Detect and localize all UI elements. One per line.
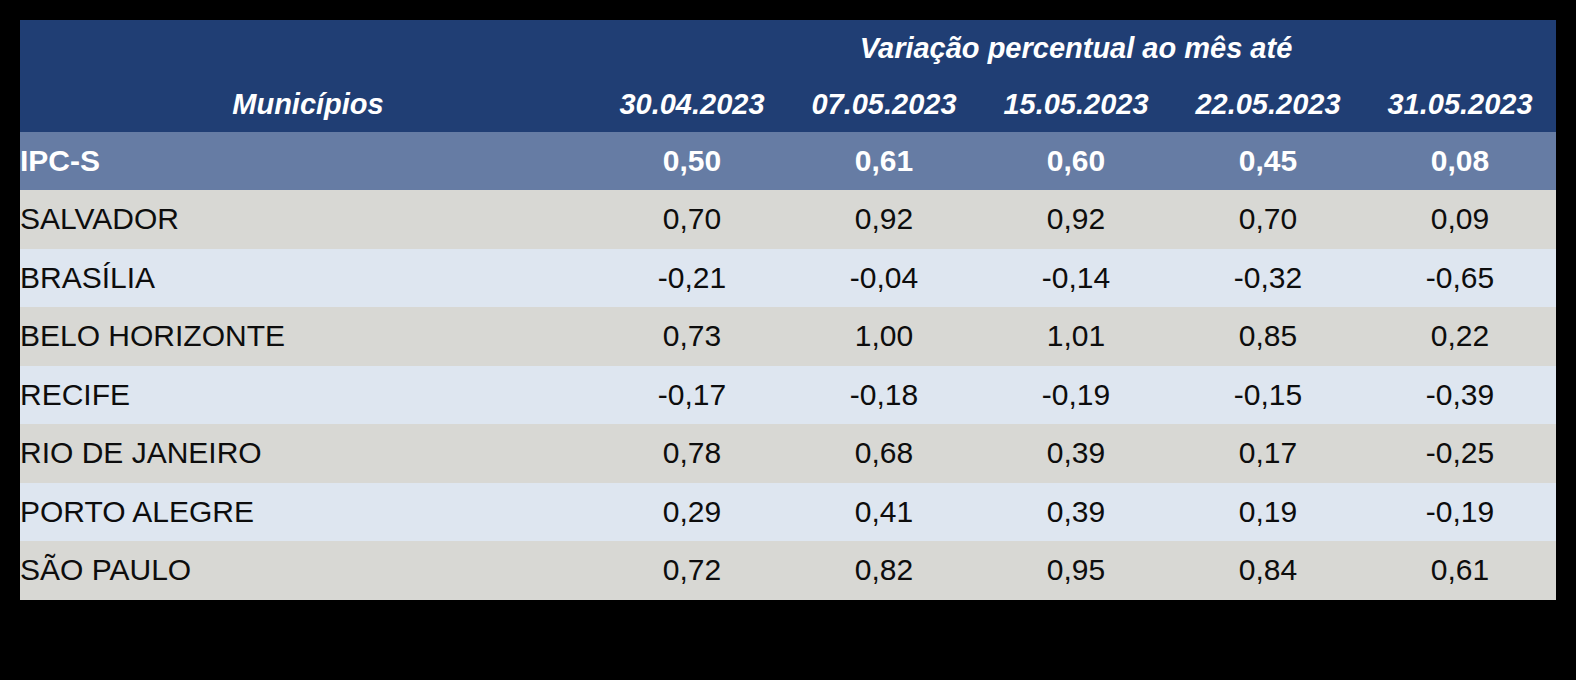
column-header-date-1: 30.04.2023	[596, 76, 788, 132]
cell-value: 0,17	[1172, 424, 1364, 483]
header-spacer-cell	[20, 20, 596, 76]
table-row-porto-alegre: PORTO ALEGRE 0,29 0,41 0,39 0,19 -0,19	[20, 483, 1556, 542]
cell-value: 0,78	[596, 424, 788, 483]
cell-value: -0,19	[1364, 483, 1556, 542]
row-label: BELO HORIZONTE	[20, 307, 596, 366]
cell-value: 0,84	[1172, 541, 1364, 600]
row-label: SÃO PAULO	[20, 541, 596, 600]
row-label: SALVADOR	[20, 190, 596, 249]
column-header-date-3: 15.05.2023	[980, 76, 1172, 132]
column-header-row: Municípios 30.04.2023 07.05.2023 15.05.2…	[20, 76, 1556, 132]
cell-value: 0,29	[596, 483, 788, 542]
table-row-brasilia: BRASÍLIA -0,21 -0,04 -0,14 -0,32 -0,65	[20, 249, 1556, 308]
cell-value: 0,85	[1172, 307, 1364, 366]
table-row-recife: RECIFE -0,17 -0,18 -0,19 -0,15 -0,39	[20, 366, 1556, 425]
cell-value: 0,19	[1172, 483, 1364, 542]
cell-value: 0,92	[980, 190, 1172, 249]
cell-value: 0,70	[596, 190, 788, 249]
cell-value: -0,21	[596, 249, 788, 308]
group-header-label: Variação percentual ao mês até	[596, 20, 1556, 76]
cell-value: -0,32	[1172, 249, 1364, 308]
cell-value: 0,41	[788, 483, 980, 542]
cell-value: -0,18	[788, 366, 980, 425]
row-label: RIO DE JANEIRO	[20, 424, 596, 483]
table-row-belo-horizonte: BELO HORIZONTE 0,73 1,00 1,01 0,85 0,22	[20, 307, 1556, 366]
page-background: Variação percentual ao mês até Município…	[0, 0, 1576, 680]
column-header-date-2: 07.05.2023	[788, 76, 980, 132]
cell-value: 0,61	[1364, 541, 1556, 600]
cell-value: 0,08	[1364, 132, 1556, 190]
cell-value: 0,95	[980, 541, 1172, 600]
column-header-date-4: 22.05.2023	[1172, 76, 1364, 132]
column-header-municipios: Municípios	[20, 76, 596, 132]
cell-value: 0,73	[596, 307, 788, 366]
row-label: PORTO ALEGRE	[20, 483, 596, 542]
cell-value: -0,65	[1364, 249, 1556, 308]
cell-value: 0,68	[788, 424, 980, 483]
cell-value: 0,61	[788, 132, 980, 190]
table-header: Variação percentual ao mês até Município…	[20, 20, 1556, 132]
column-header-date-5: 31.05.2023	[1364, 76, 1556, 132]
cell-value: -0,17	[596, 366, 788, 425]
cell-value: -0,04	[788, 249, 980, 308]
cell-value: 1,00	[788, 307, 980, 366]
cell-value: 0,60	[980, 132, 1172, 190]
cell-value: 0,39	[980, 483, 1172, 542]
cell-value: 0,82	[788, 541, 980, 600]
cell-value: 0,50	[596, 132, 788, 190]
cell-value: 0,92	[788, 190, 980, 249]
cell-value: -0,19	[980, 366, 1172, 425]
table-row-salvador: SALVADOR 0,70 0,92 0,92 0,70 0,09	[20, 190, 1556, 249]
table-body: IPC-S 0,50 0,61 0,60 0,45 0,08 SALVADOR …	[20, 132, 1556, 600]
cell-value: -0,39	[1364, 366, 1556, 425]
cell-value: 1,01	[980, 307, 1172, 366]
table-row-ipcs: IPC-S 0,50 0,61 0,60 0,45 0,08	[20, 132, 1556, 190]
row-label: BRASÍLIA	[20, 249, 596, 308]
cell-value: 0,22	[1364, 307, 1556, 366]
cell-value: -0,15	[1172, 366, 1364, 425]
cell-value: 0,70	[1172, 190, 1364, 249]
row-label-ipcs: IPC-S	[20, 132, 596, 190]
cell-value: 0,09	[1364, 190, 1556, 249]
table-row-rio-de-janeiro: RIO DE JANEIRO 0,78 0,68 0,39 0,17 -0,25	[20, 424, 1556, 483]
cell-value: -0,14	[980, 249, 1172, 308]
cell-value: 0,39	[980, 424, 1172, 483]
cell-value: -0,25	[1364, 424, 1556, 483]
row-label: RECIFE	[20, 366, 596, 425]
ipc-s-table: Variação percentual ao mês até Município…	[20, 20, 1556, 600]
group-header-row: Variação percentual ao mês até	[20, 20, 1556, 76]
cell-value: 0,45	[1172, 132, 1364, 190]
table-row-sao-paulo: SÃO PAULO 0,72 0,82 0,95 0,84 0,61	[20, 541, 1556, 600]
cell-value: 0,72	[596, 541, 788, 600]
